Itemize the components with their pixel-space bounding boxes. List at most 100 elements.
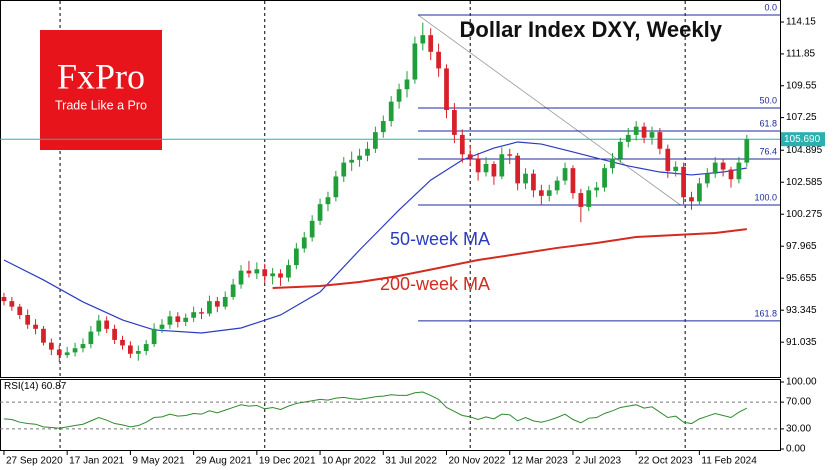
candle-body (207, 301, 212, 314)
candle-body (712, 162, 718, 174)
candle-body (562, 168, 568, 181)
candle-body (238, 270, 244, 285)
candle-body (9, 301, 15, 307)
ma-annotation: 50-week MA (390, 229, 490, 249)
candle-body (404, 79, 410, 90)
x-tick-label: 29 Aug 2021 (196, 456, 253, 467)
candle-body (365, 148, 370, 156)
y-tick-label: 93.345 (786, 305, 817, 316)
candle-body (309, 220, 315, 238)
candle-body (625, 134, 631, 142)
candle-body (452, 109, 457, 135)
candle-body (222, 296, 228, 307)
candle-body (673, 166, 679, 171)
rsi-line (3, 391, 748, 429)
candle-body (333, 176, 339, 198)
candle-body (610, 158, 615, 169)
y-tick-label: 97.965 (786, 241, 817, 252)
candle-body (262, 269, 268, 277)
candle-body (33, 324, 38, 329)
candle-body (357, 155, 362, 160)
candle-body (641, 126, 647, 138)
x-tick-label: 2 Jul 2023 (575, 456, 622, 467)
candle-body (736, 162, 742, 180)
candle-body (594, 187, 600, 191)
x-tick-label: 27 Sep 2020 (6, 456, 63, 467)
x-tick-label: 19 Dec 2021 (259, 456, 316, 467)
candle-body (167, 316, 173, 325)
candle-body (380, 121, 386, 133)
candle-body (325, 197, 331, 205)
candle-body (151, 328, 157, 345)
candle-body (278, 273, 283, 278)
rsi-title: RSI(14) 60.87 (4, 381, 67, 392)
candle-body (428, 35, 434, 52)
fib-label: 76.4 (759, 146, 777, 156)
logo-tagline: Trade Like a Pro (55, 98, 147, 112)
candle-body (570, 168, 576, 194)
candle-body (657, 132, 663, 149)
rsi-tick-label: 100.00 (786, 377, 817, 388)
fib-label: 50.0 (759, 95, 777, 105)
candle-body (293, 248, 299, 266)
y-tick-label: 95.655 (786, 273, 817, 284)
candle-body (681, 166, 686, 198)
candle-body (286, 265, 291, 278)
candle-body (270, 273, 276, 277)
candle-body (523, 173, 528, 184)
candle-body (546, 190, 552, 196)
rsi-tick-label: 0.00 (786, 444, 806, 455)
logo-box (40, 30, 162, 150)
rsi-panel (0, 379, 781, 451)
candle-body (88, 331, 94, 345)
candle-body (301, 237, 307, 249)
candle-body (728, 169, 734, 180)
x-tick-label: 12 Mar 2023 (512, 456, 569, 467)
candle-body (128, 345, 133, 354)
y-tick-label: 104.895 (786, 145, 823, 156)
candle-body (475, 158, 481, 173)
fib-label: 161.8 (754, 308, 777, 318)
candle-body (459, 134, 465, 155)
candle-body (531, 173, 536, 191)
candle-body (578, 193, 584, 207)
rsi-last-value: 60.87 (41, 381, 66, 392)
candle-body (135, 350, 141, 354)
candle-body (617, 141, 623, 159)
candle-body (159, 324, 165, 329)
candle-body (697, 183, 702, 202)
candle-body (388, 101, 394, 122)
candle-body (191, 312, 196, 318)
x-tick-label: 9 May 2021 (132, 456, 185, 467)
candle-body (349, 159, 355, 163)
fib-label: 100.0 (754, 192, 777, 202)
candle-body (175, 316, 181, 322)
candle-body (704, 173, 710, 184)
last-price-label: 105.690 (784, 134, 821, 145)
candle-body (436, 51, 441, 69)
candle-body (104, 320, 110, 329)
candle-body (554, 180, 560, 191)
candle-body (586, 190, 592, 207)
rsi-tick-label: 30.00 (786, 424, 811, 435)
candle-body (72, 348, 78, 353)
candle-body (341, 162, 347, 177)
fib-label: 61.8 (759, 118, 777, 128)
y-tick-label: 107.25 (786, 112, 817, 123)
candle-body (665, 148, 671, 171)
candle-body (515, 155, 520, 184)
candle-body (420, 35, 426, 44)
candle-body (720, 162, 726, 170)
candle-body (25, 314, 31, 325)
candle-body (499, 154, 505, 177)
y-tick-label: 114.15 (786, 17, 816, 28)
candle-body (64, 352, 70, 356)
x-tick-label: 31 Jul 2022 (385, 456, 437, 467)
candle-body (689, 197, 694, 202)
candle-body (483, 163, 489, 173)
logo-brand: FxPro (57, 56, 145, 96)
candle-body (444, 68, 449, 110)
candle-body (491, 163, 497, 177)
candle-body (41, 328, 46, 343)
